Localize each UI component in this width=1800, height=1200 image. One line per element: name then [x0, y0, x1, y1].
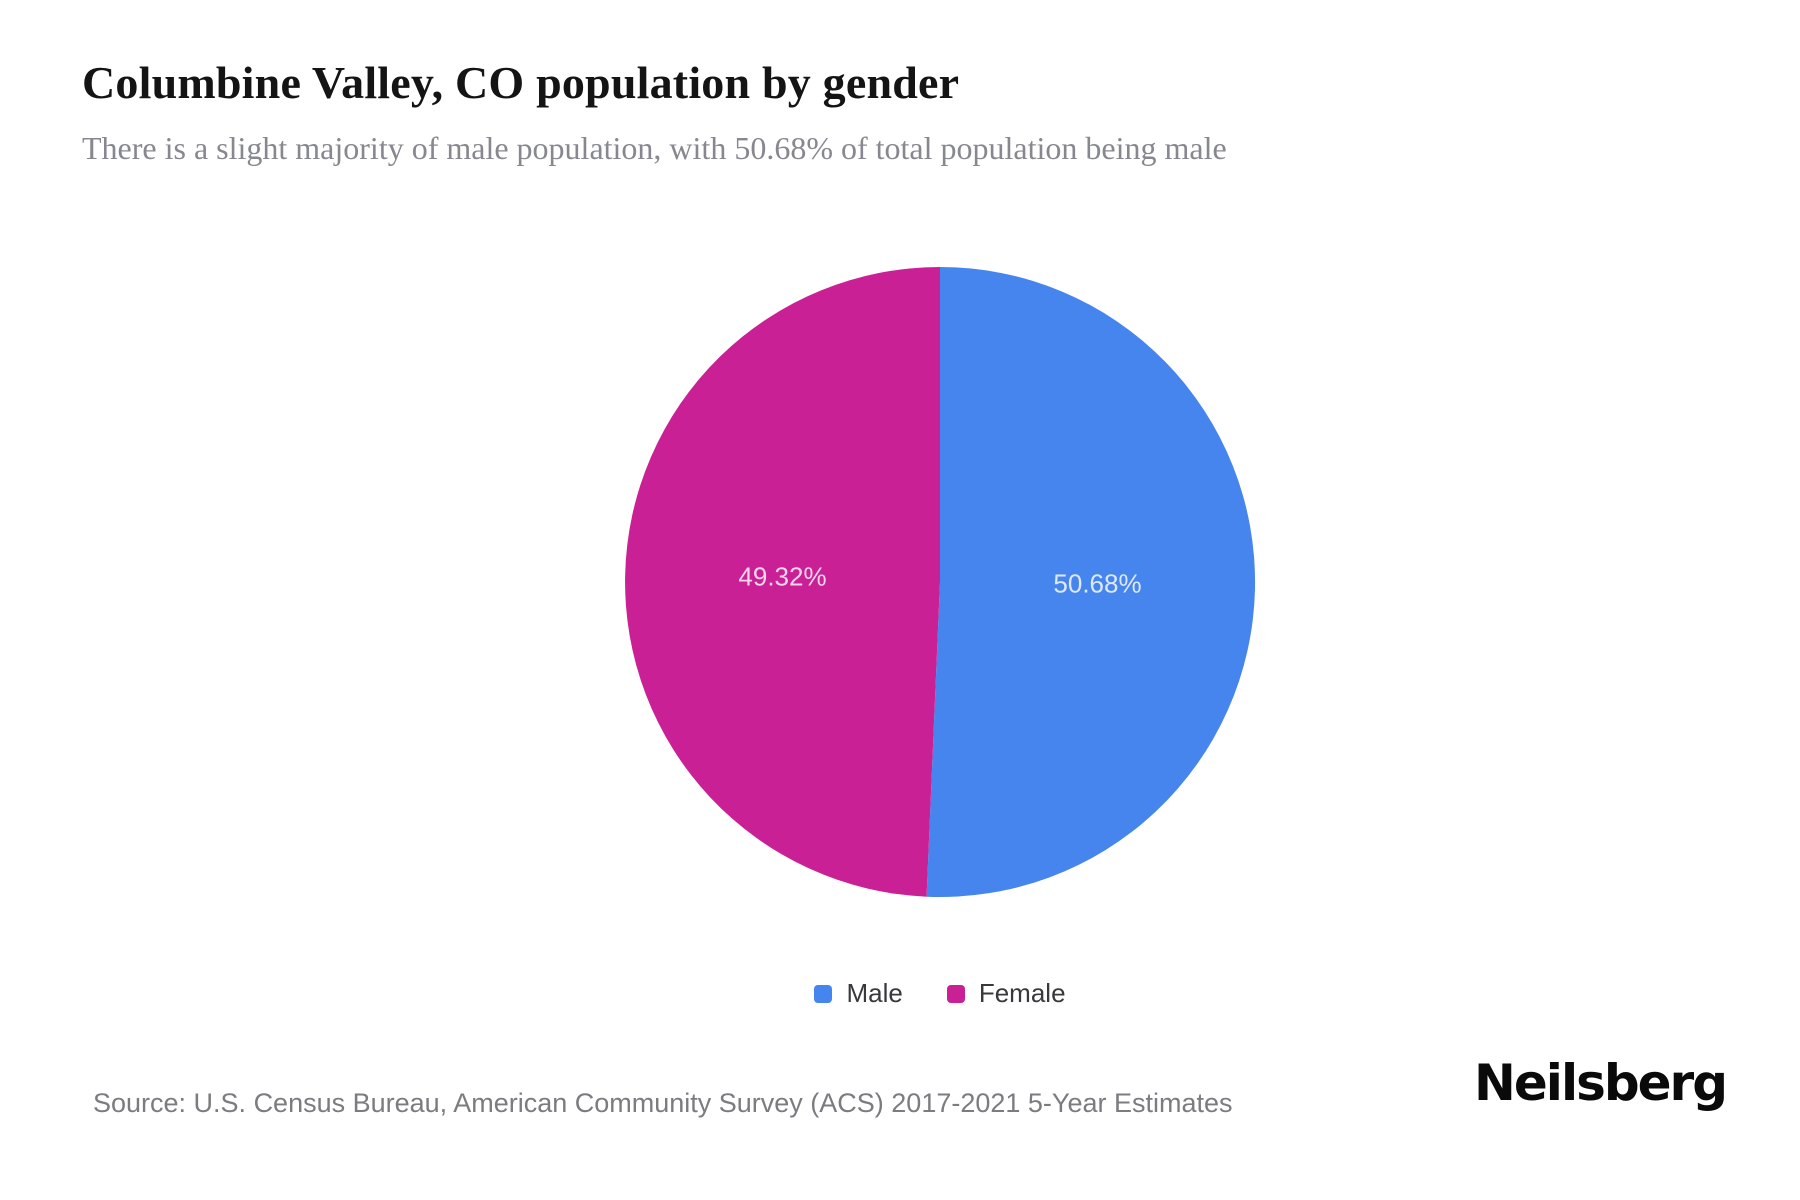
pie-chart-container: 50.68% 49.32% — [590, 232, 1290, 932]
chart-subtitle: There is a slight majority of male popul… — [82, 130, 1227, 166]
pie-chart: 50.68% 49.32% — [625, 267, 1256, 897]
pie-slice-male[interactable] — [926, 267, 1256, 897]
female-swatch-icon — [946, 984, 965, 1003]
chart-title: Columbine Valley, CO population by gende… — [82, 57, 960, 108]
source-attribution: Source: U.S. Census Bureau, American Com… — [93, 1088, 1233, 1118]
male-swatch-icon — [814, 984, 833, 1003]
pie-label-male: 50.68% — [1053, 568, 1141, 598]
legend-label-male: Male — [846, 978, 903, 1008]
legend-item-male[interactable]: Male — [814, 978, 903, 1009]
legend-label-female: Female — [978, 978, 1066, 1008]
neilsberg-logo: Neilsberg — [1474, 1054, 1728, 1112]
pie-slice-female[interactable] — [625, 267, 940, 897]
legend-item-female[interactable]: Female — [946, 978, 1066, 1009]
pie-label-female: 49.32% — [738, 561, 826, 591]
chart-legend: Male Female — [590, 978, 1290, 1009]
